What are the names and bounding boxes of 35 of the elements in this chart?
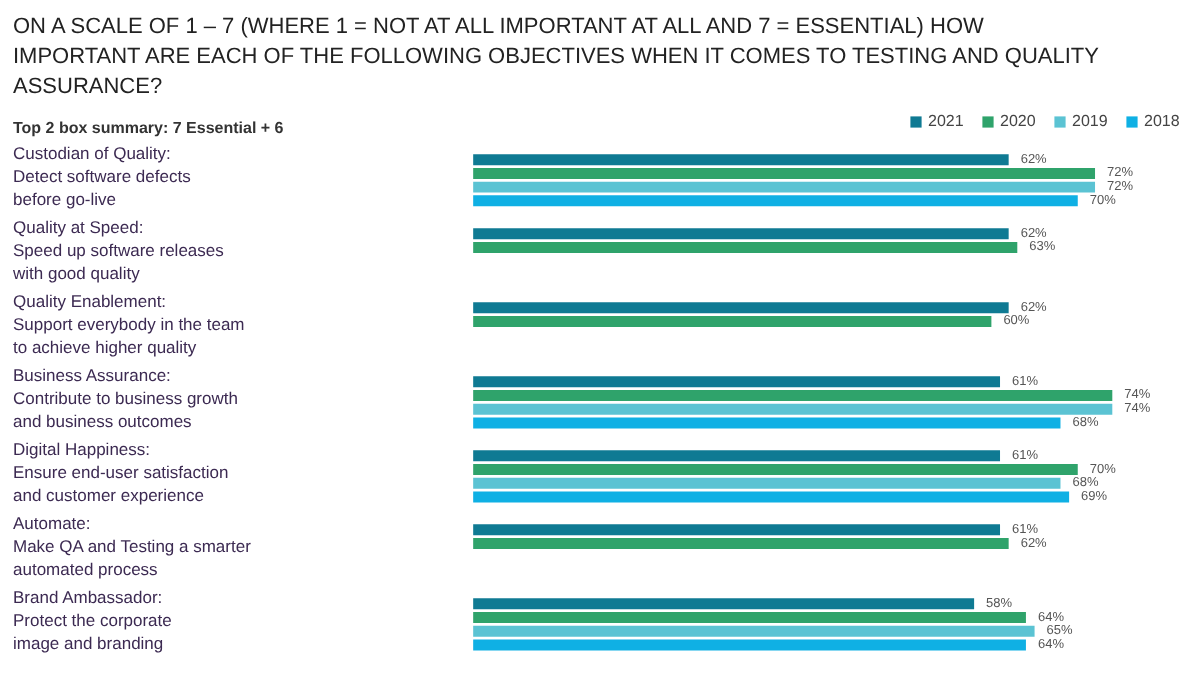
bar: [473, 154, 1009, 166]
bar: [473, 538, 1009, 549]
bar: [473, 228, 1009, 240]
bar: [473, 598, 975, 610]
legend-label: 2019: [1072, 112, 1110, 130]
bar: [473, 491, 1070, 503]
bar: [473, 417, 1061, 429]
bar: [473, 195, 1078, 207]
y-tick-label: Quality Enablement: Support everybody in the team to achieve higher quality: [13, 291, 245, 358]
bar: [473, 450, 1001, 462]
bar: [473, 315, 992, 327]
chart-title: ON A SCALE OF 1 – 7 (WHERE 1 = NOT AT ALL IMPORTANT AT ALL AND 7 = ESSENTIAL) HOW IMPORTANT ARE EACH OF THE FOLLOWING OBJECTIVES WHEN IT COMES TO TESTING AND QUALITY ASSURANCE?: [13, 15, 1101, 99]
legend-label: 2021: [928, 112, 966, 130]
bar: [473, 612, 1026, 624]
y-tick-label: Automate: Make QA and Testing a smarter automated process: [13, 513, 252, 580]
text: Top 2 box summary: 7 Essential + 6: [13, 119, 285, 138]
bar: [473, 403, 1113, 415]
bar: [473, 639, 1026, 651]
y-tick-label: Brand Ambassador: Protect the corporate image and branding: [13, 587, 173, 654]
bar: [473, 390, 1113, 401]
bar: [473, 302, 1009, 314]
legend-label: 2018: [1144, 112, 1182, 130]
bar: [473, 524, 1001, 536]
bar: [473, 477, 1061, 489]
y-tick-label: Custodian of Quality: Detect software defects before go-live: [13, 143, 191, 210]
bar: [473, 241, 1018, 253]
bar: [473, 376, 1001, 388]
bar: [473, 167, 1096, 179]
legend-label: 2020: [1000, 112, 1038, 130]
y-tick-label: Quality at Speed: Speed up software releases with good quality: [11, 217, 224, 284]
bar: [473, 181, 1096, 193]
bar: [473, 625, 1035, 637]
y-tick-label: Digital Happiness: Ensure end-user satisfaction and customer experience: [13, 439, 229, 506]
bar: [473, 464, 1078, 475]
y-tick-label: Business Assurance: Contribute to business growth and business outcomes: [13, 365, 239, 432]
